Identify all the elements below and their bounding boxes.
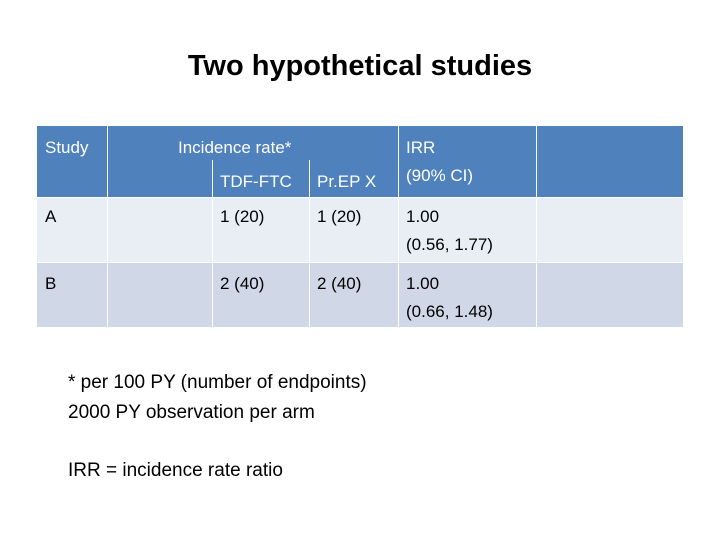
table-row bbox=[37, 263, 683, 327]
header-row bbox=[37, 126, 683, 197]
footnote: IRR = incidence rate ratio bbox=[68, 460, 283, 481]
table-cell: B bbox=[45, 274, 57, 293]
cell-line: (0.56, 1.77) bbox=[406, 235, 493, 254]
header-line: IRR bbox=[406, 138, 436, 157]
header-cell: TDF-FTC bbox=[220, 172, 292, 191]
footnote: 2000 PY observation per arm bbox=[68, 402, 315, 423]
slide-title: Two hypothetical studies bbox=[187, 50, 533, 82]
table-cell: 1.00 (0.66, 1.48) bbox=[398, 264, 501, 332]
cell-line: 1.00 bbox=[406, 207, 440, 226]
table-cell: A bbox=[45, 207, 57, 226]
table-row bbox=[37, 198, 683, 262]
cell-line: 1.00 bbox=[406, 274, 440, 293]
column-rule bbox=[212, 160, 213, 327]
table-cell: 1 (20) bbox=[317, 207, 362, 226]
table-cell: 1.00 (0.56, 1.77) bbox=[398, 197, 501, 265]
header-cell: IRR (90% CI) bbox=[398, 128, 481, 196]
column-rule bbox=[398, 126, 399, 327]
header-line: (90% CI) bbox=[406, 166, 474, 185]
column-rule bbox=[536, 126, 537, 327]
header-cell: Study bbox=[45, 138, 89, 157]
table-cell: 2 (40) bbox=[317, 274, 362, 293]
table-cell: 1 (20) bbox=[220, 207, 265, 226]
cell-line: (0.66, 1.48) bbox=[406, 302, 493, 321]
header-cell: Incidence rate* bbox=[178, 138, 292, 157]
header-cell: Pr.EP X bbox=[317, 172, 377, 191]
column-rule bbox=[107, 126, 108, 327]
table-cell: 2 (40) bbox=[220, 274, 265, 293]
column-rule bbox=[309, 160, 310, 327]
footnote: * per 100 PY (number of endpoints) bbox=[68, 372, 367, 393]
